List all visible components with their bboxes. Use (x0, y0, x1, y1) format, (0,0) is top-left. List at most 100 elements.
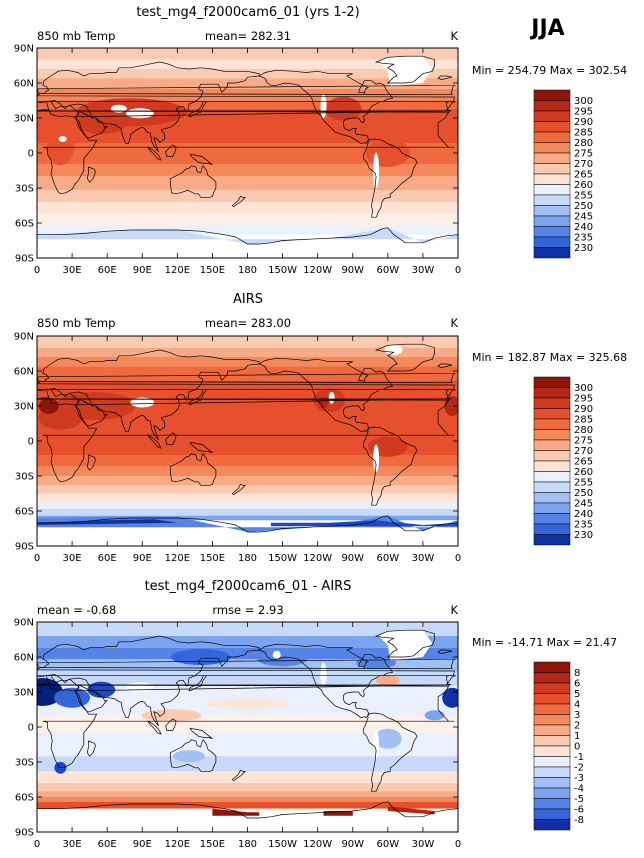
contour-band (37, 485, 458, 494)
colorbar-label: 1 (574, 731, 580, 742)
colorbar-box (533, 672, 571, 684)
x-tick-label: 60E (98, 553, 117, 564)
colorbar-label: 270 (574, 159, 593, 170)
colorbar-box (533, 121, 571, 133)
x-tick-label: 60E (98, 265, 117, 276)
coastline (374, 343, 435, 372)
contour-blob (375, 675, 400, 686)
colorbar-label: 265 (574, 457, 593, 468)
contour-band (37, 336, 458, 348)
coastline (86, 740, 96, 757)
colorbar-box (533, 163, 571, 175)
coastline (37, 61, 455, 153)
colorbar-label: -1 (574, 752, 584, 763)
contour-band (37, 771, 458, 783)
y-tick-label: 60S (15, 219, 34, 230)
season-label: JJA (529, 16, 564, 41)
panel-rmse: rmse = 2.93 (212, 603, 283, 617)
map-field (37, 48, 458, 258)
contour-band (37, 234, 458, 258)
contour-band (37, 732, 458, 757)
contour-region (37, 227, 458, 244)
contour-band (37, 176, 458, 191)
coastline (37, 349, 455, 441)
contour-band (37, 466, 458, 476)
contour-blob (207, 698, 288, 709)
colorbar-label: 290 (574, 404, 593, 415)
contour-band (37, 59, 458, 69)
min-max-label: Min = -14.71 Max = 21.47 (472, 636, 617, 649)
colorbar-box (533, 236, 571, 248)
coastline (147, 146, 162, 161)
colorbar-box (533, 110, 571, 122)
colorbar-label: -5 (574, 794, 584, 805)
contour-band (37, 493, 458, 502)
contour-blob (173, 750, 205, 763)
colorbar-label: 2 (574, 721, 580, 732)
coastline (231, 769, 247, 782)
y-tick-label: 90N (14, 618, 34, 629)
contour-band (37, 213, 458, 226)
colorbar-box (533, 819, 571, 831)
colorbar-box (533, 131, 571, 143)
contour-band (37, 783, 458, 792)
missing-region (384, 345, 403, 355)
colorbar-box (533, 152, 571, 164)
contour-band (37, 78, 458, 89)
x-tick-label: 150E (200, 265, 225, 276)
missing-region (373, 730, 380, 759)
contour-blob (365, 139, 410, 167)
y-tick-label: 60S (15, 793, 34, 804)
colorbar-box (533, 714, 571, 726)
contour-band (37, 164, 458, 177)
colorbar-label: 240 (574, 509, 593, 520)
colorbar: 3002952902852802752702652602552502452402… (533, 89, 593, 259)
coastline (188, 389, 208, 406)
coastline (37, 635, 455, 727)
colorbar-label: 300 (574, 383, 593, 394)
x-tick-label: 120W (303, 839, 332, 850)
coastline (37, 658, 456, 670)
contour-blob (444, 396, 458, 416)
contour-band (37, 501, 458, 509)
coastline (86, 166, 96, 183)
coastline (37, 675, 456, 769)
coastline (165, 144, 177, 157)
contour-band (37, 225, 458, 235)
contour-band (37, 190, 458, 202)
contour-band (37, 476, 458, 486)
x-tick-label: 120E (165, 553, 190, 564)
missing-region (58, 136, 67, 142)
coastline (231, 195, 247, 208)
x-tick-label: 0 (455, 839, 461, 850)
colorbar-label: -6 (574, 805, 584, 816)
colorbar-box (533, 142, 571, 154)
colorbar: 3002952902852802752702652602552502452402… (533, 376, 593, 546)
x-tick-label: 150W (268, 839, 297, 850)
colorbar-label: 230 (574, 243, 593, 254)
missing-region (130, 397, 155, 408)
contour-region (212, 808, 260, 816)
colorbar-box (533, 418, 571, 430)
missing-region (373, 152, 380, 189)
colorbar-box (533, 89, 571, 101)
x-tick-label: 30E (63, 839, 82, 850)
colorbar-box (533, 492, 571, 504)
colorbar-box (533, 693, 571, 705)
x-tick-label: 30E (63, 553, 82, 564)
contour-band (37, 636, 458, 648)
colorbar-label: 290 (574, 117, 593, 128)
colorbar-label: 260 (574, 180, 593, 191)
x-tick-label: 150W (268, 265, 297, 276)
colorbar-box (533, 502, 571, 514)
coastline (169, 165, 217, 198)
x-tick-label: 60W (377, 839, 400, 850)
coastline (188, 101, 208, 118)
x-tick-label: 60W (377, 553, 400, 564)
min-max-label: Min = 182.87 Max = 325.68 (472, 351, 627, 364)
panel-mean: mean = -0.68 (37, 603, 116, 617)
panel-title: test_mg4_f2000cam6_01 (yrs 1-2) (136, 5, 359, 20)
colorbar-box (533, 661, 571, 673)
missing-region (125, 108, 154, 119)
